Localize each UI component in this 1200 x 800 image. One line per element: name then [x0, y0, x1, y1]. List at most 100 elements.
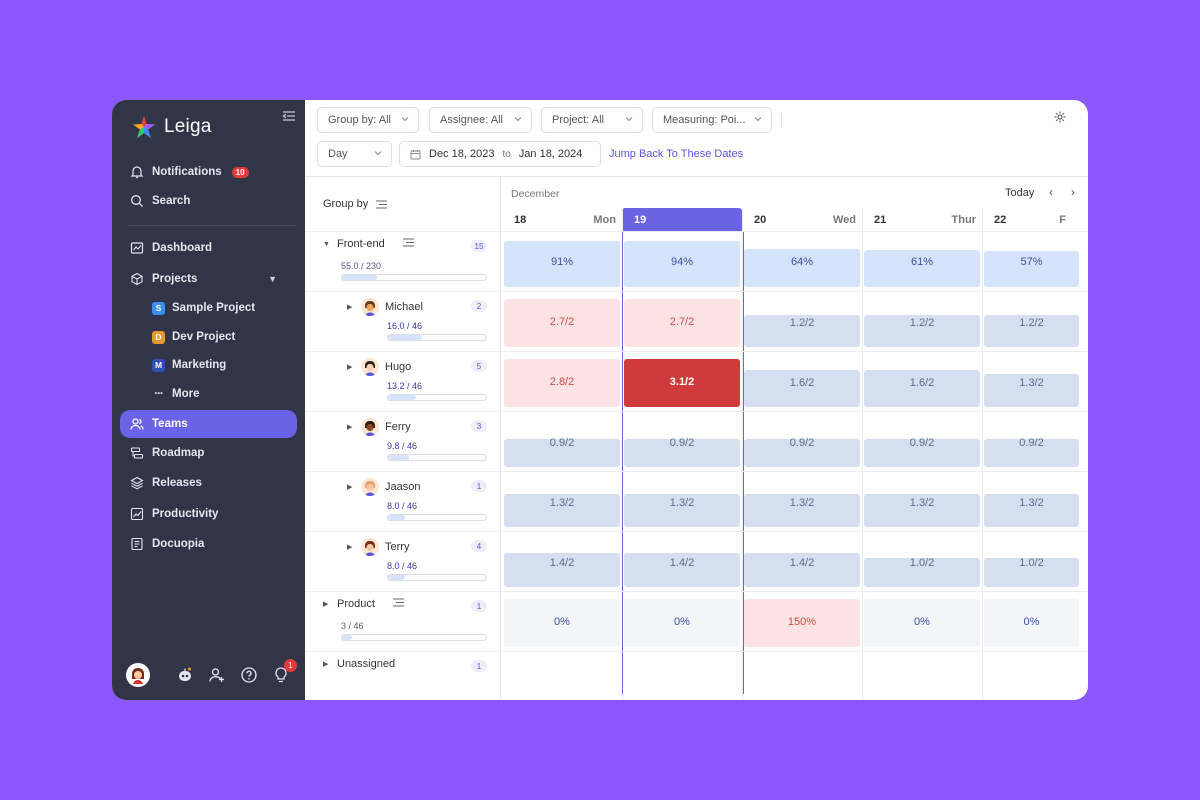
capacity-cell[interactable]: 3.1/2	[624, 359, 740, 407]
capacity-cell[interactable]: 1.3/2	[504, 479, 620, 527]
app-logo[interactable]: Leiga	[132, 115, 212, 139]
caret-right-icon[interactable]: ▶	[347, 424, 353, 431]
member-row-label[interactable]: ▶ Michael	[347, 298, 423, 316]
capacity-cell[interactable]: 1.3/2	[864, 479, 980, 527]
help-icon[interactable]	[240, 666, 258, 684]
group-row-label[interactable]: ▼ Front-end	[323, 238, 414, 250]
capacity-cell[interactable]: 0%	[984, 599, 1079, 647]
member-row-label[interactable]: ▶ Terry	[347, 538, 409, 556]
capacity-cell[interactable]: 1.4/2	[504, 539, 620, 587]
capacity-cell[interactable]: 1.3/2	[984, 479, 1079, 527]
tips-bulb-icon[interactable]: 1	[272, 659, 297, 684]
user-avatar[interactable]	[126, 663, 150, 687]
capacity-cell[interactable]: 1.0/2	[864, 539, 980, 587]
caret-right-icon[interactable]: ▶	[323, 601, 329, 608]
nav-productivity[interactable]: Productivity	[120, 500, 297, 528]
nav-teams[interactable]: Teams	[120, 410, 297, 438]
date-range-picker[interactable]: Dec 18, 2023 to Jan 18, 2024	[399, 141, 601, 167]
assignee-select[interactable]: Assignee: All	[429, 107, 532, 133]
nav-notifications[interactable]: Notifications 10	[120, 158, 297, 186]
assistant-bot-icon[interactable]	[176, 666, 194, 684]
capacity-progress-fill	[388, 335, 423, 340]
caret-right-icon[interactable]: ▶	[347, 544, 353, 551]
member-row-label[interactable]: ▶ Jaason	[347, 478, 420, 496]
capacity-cell[interactable]: 2.8/2	[504, 359, 620, 407]
capacity-value: 150%	[787, 616, 817, 628]
capacity-cell[interactable]: 0.9/2	[864, 419, 980, 467]
capacity-cell[interactable]: 1.3/2	[744, 479, 860, 527]
caret-right-icon[interactable]: ▶	[347, 364, 353, 371]
capacity-cell[interactable]: 150%	[744, 599, 860, 647]
group-row-label[interactable]: ▶ Unassigned	[323, 658, 395, 670]
capacity-cell[interactable]: 1.6/2	[864, 359, 980, 407]
measuring-select[interactable]: Measuring: Poi...	[652, 107, 772, 133]
capacity-cell[interactable]: 0.9/2	[624, 419, 740, 467]
capacity-cell[interactable]: 1.2/2	[984, 299, 1079, 347]
capacity-cell[interactable]: 1.2/2	[744, 299, 860, 347]
nav-releases[interactable]: Releases	[120, 469, 297, 497]
project-item-dev[interactable]: D Dev Project	[152, 326, 235, 348]
date-to-separator: to	[502, 148, 511, 160]
today-button[interactable]: Today	[1005, 187, 1035, 199]
capacity-cell[interactable]: 57%	[984, 239, 1079, 287]
capacity-cell[interactable]: 2.7/2	[504, 299, 620, 347]
capacity-value: 0.9/2	[549, 437, 575, 449]
projects-more[interactable]: ··· More	[152, 383, 199, 405]
capacity-cell[interactable]: 0.9/2	[984, 419, 1079, 467]
capacity-cell[interactable]: 0%	[504, 599, 620, 647]
capacity-cell[interactable]: 61%	[864, 239, 980, 287]
capacity-stat: 3 / 46	[341, 621, 364, 631]
capacity-cell[interactable]: 1.3/2	[624, 479, 740, 527]
capacity-cell[interactable]: 1.0/2	[984, 539, 1079, 587]
nav-search[interactable]: Search	[120, 187, 297, 215]
nav-projects[interactable]: Projects ▼	[120, 265, 297, 293]
nav-dashboard[interactable]: Dashboard	[120, 234, 297, 262]
caret-down-icon[interactable]: ▼	[323, 240, 330, 248]
capacity-cell[interactable]: 1.6/2	[744, 359, 860, 407]
project-item-sample[interactable]: S Sample Project	[152, 297, 255, 319]
capacity-cell[interactable]: 1.3/2	[984, 359, 1079, 407]
capacity-cell[interactable]: 1.4/2	[624, 539, 740, 587]
weekday-label: Mon	[593, 214, 616, 226]
caret-right-icon[interactable]: ▶	[347, 484, 353, 491]
member-row-label[interactable]: ▶ Ferry	[347, 418, 411, 436]
chevron-right-icon[interactable]: ›	[1071, 185, 1075, 199]
add-user-icon[interactable]	[208, 666, 226, 684]
gear-icon[interactable]	[1053, 110, 1067, 124]
day-header-today: 19	[622, 208, 742, 232]
project-select[interactable]: Project: All	[541, 107, 643, 133]
granularity-select[interactable]: Day	[317, 141, 392, 167]
capacity-progress-fill	[388, 395, 417, 400]
capacity-cell[interactable]: 1.4/2	[744, 539, 860, 587]
chevron-down-icon[interactable]: ▼	[268, 274, 277, 284]
capacity-cell[interactable]: 2.7/2	[624, 299, 740, 347]
project-item-marketing[interactable]: M Marketing	[152, 354, 226, 376]
capacity-progress-fill	[342, 275, 377, 280]
group-by-header: Group by	[323, 198, 388, 210]
capacity-cell[interactable]: 0.9/2	[744, 419, 860, 467]
capacity-progress-bar	[341, 274, 487, 281]
capacity-cell[interactable]: 94%	[624, 239, 740, 287]
capacity-cell[interactable]: 0%	[864, 599, 980, 647]
capacity-cell[interactable]: 0.9/2	[504, 419, 620, 467]
date-from: Dec 18, 2023	[429, 148, 495, 160]
list-lines-icon[interactable]	[392, 598, 404, 610]
caret-right-icon[interactable]: ▶	[347, 304, 353, 311]
group-by-select[interactable]: Group by: All	[317, 107, 419, 133]
capacity-cell[interactable]: 0%	[624, 599, 740, 647]
day-header: 22 F	[982, 208, 1072, 232]
member-row-label[interactable]: ▶ Hugo	[347, 358, 411, 376]
capacity-cell[interactable]: 91%	[504, 239, 620, 287]
list-filter-icon[interactable]	[376, 200, 388, 209]
nav-docuopia[interactable]: Docuopia	[120, 530, 297, 558]
capacity-progress-bar	[387, 334, 487, 341]
capacity-cell[interactable]: 1.2/2	[864, 299, 980, 347]
nav-roadmap[interactable]: Roadmap	[120, 439, 297, 467]
list-lines-icon[interactable]	[402, 238, 414, 250]
collapse-sidebar-icon[interactable]	[282, 110, 298, 124]
chevron-left-icon[interactable]: ‹	[1049, 185, 1053, 199]
group-row-label[interactable]: ▶ Product	[323, 598, 404, 610]
caret-right-icon[interactable]: ▶	[323, 661, 329, 668]
capacity-cell[interactable]: 64%	[744, 239, 860, 287]
jump-back-link[interactable]: Jump Back To These Dates	[609, 148, 744, 160]
